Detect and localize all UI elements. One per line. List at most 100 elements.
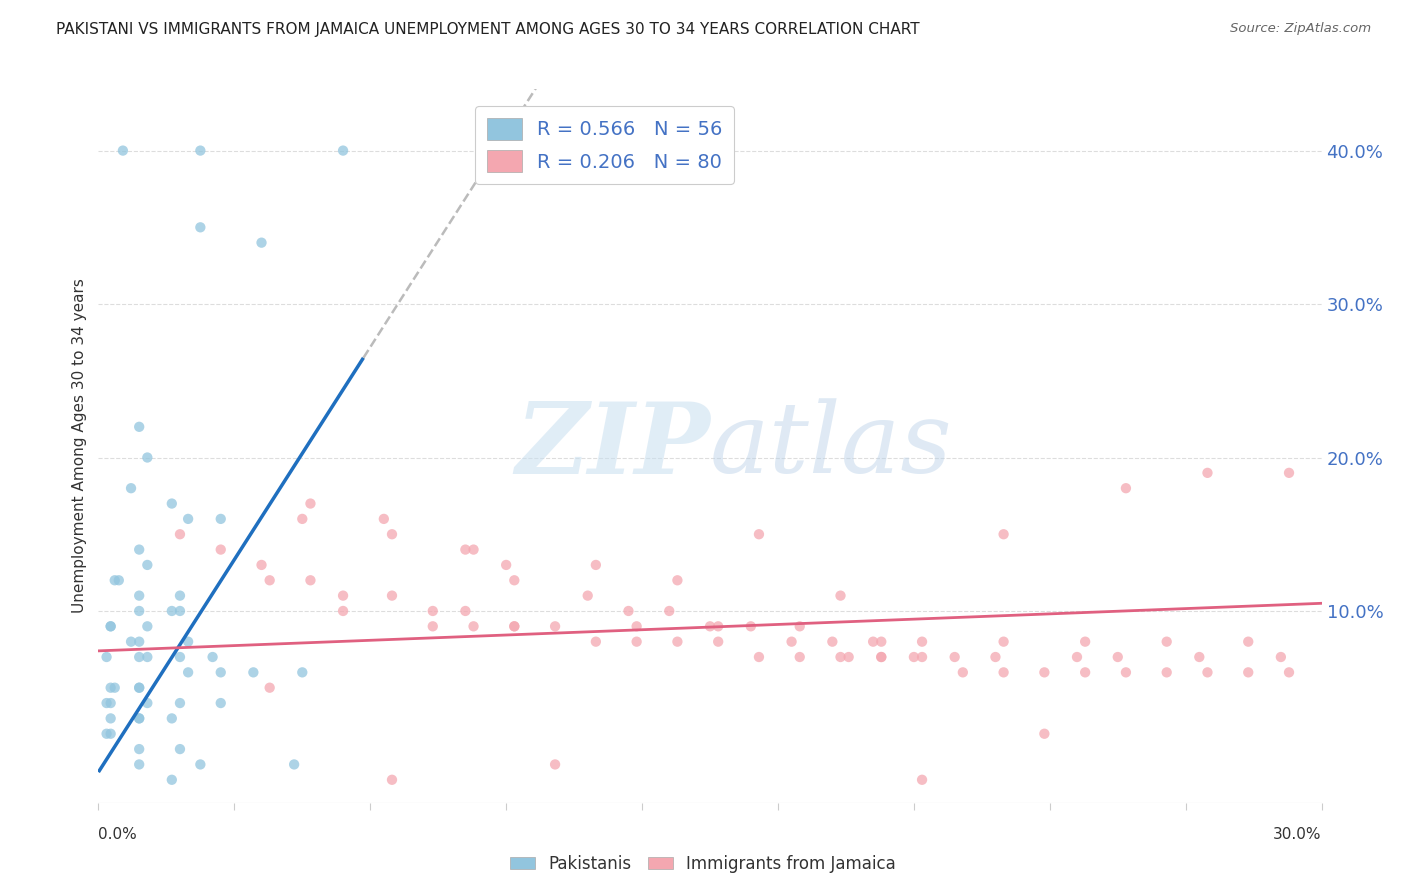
Text: Source: ZipAtlas.com: Source: ZipAtlas.com xyxy=(1230,22,1371,36)
Point xyxy=(242,665,264,680)
Point xyxy=(789,650,811,665)
Point xyxy=(250,558,273,572)
Point xyxy=(381,772,404,787)
Point xyxy=(707,634,730,648)
Text: 0.0%: 0.0% xyxy=(98,827,138,841)
Point xyxy=(952,665,974,680)
Point xyxy=(748,527,770,541)
Point xyxy=(544,619,567,633)
Text: ZIP: ZIP xyxy=(515,398,710,494)
Point xyxy=(160,604,183,618)
Point xyxy=(332,589,354,603)
Point xyxy=(177,665,200,680)
Text: atlas: atlas xyxy=(710,399,953,493)
Point xyxy=(160,497,183,511)
Point xyxy=(993,527,1015,541)
Point xyxy=(100,681,122,695)
Point xyxy=(169,696,191,710)
Point xyxy=(128,742,150,756)
Point xyxy=(188,144,212,158)
Point xyxy=(707,619,730,633)
Point xyxy=(1074,634,1097,648)
Point xyxy=(1156,634,1178,648)
Point xyxy=(381,589,404,603)
Point xyxy=(188,220,212,235)
Point xyxy=(209,542,232,557)
Point xyxy=(332,604,354,618)
Point xyxy=(870,650,893,665)
Point xyxy=(169,650,191,665)
Point xyxy=(209,512,232,526)
Point xyxy=(250,235,273,250)
Point xyxy=(169,527,191,541)
Point xyxy=(422,619,444,633)
Point xyxy=(1074,665,1097,680)
Point xyxy=(911,650,934,665)
Point xyxy=(96,696,118,710)
Point xyxy=(100,696,122,710)
Text: PAKISTANI VS IMMIGRANTS FROM JAMAICA UNEMPLOYMENT AMONG AGES 30 TO 34 YEARS CORR: PAKISTANI VS IMMIGRANTS FROM JAMAICA UNE… xyxy=(56,22,920,37)
Point xyxy=(830,650,852,665)
Point xyxy=(177,512,200,526)
Point xyxy=(169,742,191,756)
Point xyxy=(576,589,599,603)
Point xyxy=(993,665,1015,680)
Point xyxy=(100,619,122,633)
Point xyxy=(160,711,183,725)
Point xyxy=(291,512,314,526)
Point xyxy=(503,574,526,588)
Point xyxy=(740,619,762,633)
Point xyxy=(911,634,934,648)
Point xyxy=(1107,650,1129,665)
Point xyxy=(911,772,934,787)
Point xyxy=(1033,665,1056,680)
Point xyxy=(1156,665,1178,680)
Point xyxy=(454,604,477,618)
Point xyxy=(1066,650,1088,665)
Text: 30.0%: 30.0% xyxy=(1274,827,1322,841)
Legend: R = 0.566   N = 56, R = 0.206   N = 80: R = 0.566 N = 56, R = 0.206 N = 80 xyxy=(475,106,734,184)
Point xyxy=(463,619,485,633)
Point xyxy=(617,604,640,618)
Point xyxy=(381,527,404,541)
Point xyxy=(120,481,142,495)
Point xyxy=(503,619,526,633)
Point xyxy=(169,589,191,603)
Point xyxy=(780,634,803,648)
Point xyxy=(111,144,134,158)
Point xyxy=(120,634,142,648)
Point xyxy=(862,634,884,648)
Point xyxy=(136,558,159,572)
Point xyxy=(104,574,127,588)
Point xyxy=(128,650,150,665)
Point xyxy=(585,558,607,572)
Point xyxy=(136,619,159,633)
Point xyxy=(283,757,305,772)
Point xyxy=(1270,650,1292,665)
Point xyxy=(160,772,183,787)
Point xyxy=(1033,727,1056,741)
Point xyxy=(299,574,322,588)
Point xyxy=(1115,665,1137,680)
Point xyxy=(870,634,893,648)
Point xyxy=(821,634,844,648)
Point xyxy=(984,650,1007,665)
Point xyxy=(128,589,150,603)
Point xyxy=(128,711,150,725)
Point xyxy=(373,512,395,526)
Point xyxy=(128,711,150,725)
Point xyxy=(838,650,860,665)
Point xyxy=(1278,665,1301,680)
Point xyxy=(291,665,314,680)
Point xyxy=(128,681,150,695)
Point xyxy=(993,634,1015,648)
Point xyxy=(1197,466,1219,480)
Point xyxy=(463,542,485,557)
Point xyxy=(699,619,721,633)
Point xyxy=(658,604,681,618)
Point xyxy=(128,542,150,557)
Point xyxy=(332,144,354,158)
Point xyxy=(201,650,224,665)
Point xyxy=(259,681,281,695)
Point xyxy=(454,542,477,557)
